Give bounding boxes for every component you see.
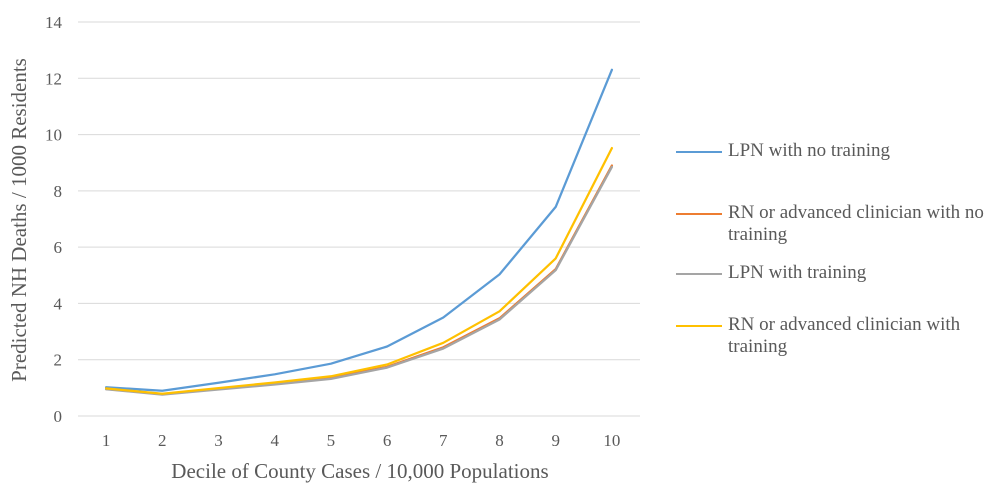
y-tick-label: 4 — [54, 294, 63, 313]
y-tick-label: 10 — [45, 126, 62, 145]
x-tick-label: 4 — [270, 431, 279, 450]
y-axis-ticks: 0 2 4 6 8 10 12 14 — [45, 13, 63, 426]
series-lines — [104, 68, 614, 396]
legend-swatch — [676, 325, 722, 327]
legend-label: RN or advanced clinician with no trainin… — [728, 202, 984, 245]
legend-label: LPN with no training — [728, 140, 891, 161]
legend-item-lpn-training: LPN with training — [676, 262, 993, 284]
series-line-1 — [104, 68, 614, 392]
x-tick-label: 7 — [439, 431, 448, 450]
legend-item-lpn-no-training: LPN with no training — [676, 140, 993, 162]
x-tick-label: 8 — [495, 431, 504, 450]
x-tick-label: 5 — [327, 431, 336, 450]
x-tick-label: 6 — [383, 431, 392, 450]
y-tick-label: 12 — [45, 69, 62, 88]
y-tick-label: 2 — [54, 351, 63, 370]
legend-swatch — [676, 151, 722, 153]
legend-swatch — [676, 213, 722, 215]
legend-swatch — [676, 273, 722, 275]
gridlines — [78, 21, 640, 361]
y-tick-label: 14 — [45, 13, 63, 32]
x-tick-label: 10 — [603, 431, 620, 450]
x-tick-label: 1 — [102, 431, 111, 450]
legend-item-rn-training: RN or advanced clinician with training — [676, 314, 993, 358]
y-tick-label: 8 — [54, 182, 63, 201]
series-line-4 — [104, 146, 614, 395]
series-line-3 — [104, 165, 614, 396]
y-axis-title: Predicted NH Deaths / 1000 Residents — [7, 58, 31, 382]
x-tick-label: 9 — [551, 431, 560, 450]
legend: LPN with no training RN or advanced clin… — [676, 140, 993, 358]
x-tick-label: 2 — [158, 431, 167, 450]
legend-label: LPN with training — [728, 262, 867, 283]
y-tick-label: 6 — [54, 238, 63, 257]
x-tick-label: 3 — [214, 431, 223, 450]
x-axis-ticks: 1 2 3 4 5 6 7 8 9 10 — [102, 431, 621, 450]
y-tick-label: 0 — [54, 407, 63, 426]
x-axis-title: Decile of County Cases / 10,000 Populati… — [171, 459, 548, 483]
legend-label: RN or advanced clinician with training — [728, 314, 961, 357]
legend-item-rn-no-training: RN or advanced clinician with no trainin… — [676, 202, 993, 246]
